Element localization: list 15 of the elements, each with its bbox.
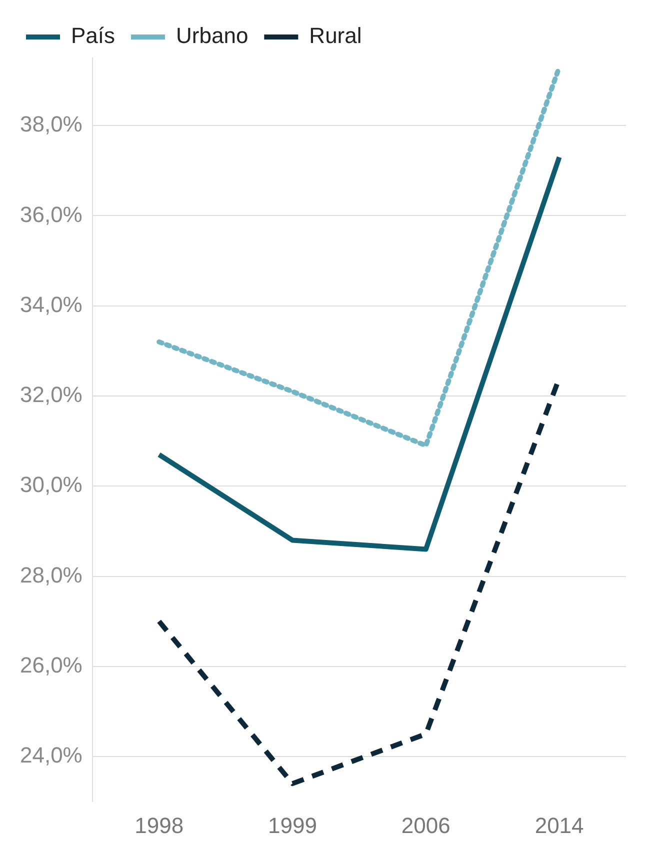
y-tick-label: 26,0% (20, 652, 82, 678)
y-tick-label: 28,0% (20, 562, 82, 588)
legend-label: Urbano (176, 23, 248, 48)
x-tick-label: 2006 (401, 812, 450, 838)
y-tick-label: 36,0% (20, 202, 82, 227)
legend-label: Rural (309, 23, 362, 48)
y-tick-label: 38,0% (20, 112, 82, 137)
x-tick-label: 1999 (268, 812, 317, 838)
y-tick-label: 30,0% (20, 472, 82, 498)
y-tick-label: 32,0% (20, 382, 82, 408)
x-tick-label: 1998 (134, 812, 184, 838)
x-tick-label: 2014 (534, 812, 584, 838)
y-tick-label: 24,0% (20, 742, 82, 768)
y-tick-label: 34,0% (20, 292, 82, 317)
legend-label: País (71, 23, 116, 48)
